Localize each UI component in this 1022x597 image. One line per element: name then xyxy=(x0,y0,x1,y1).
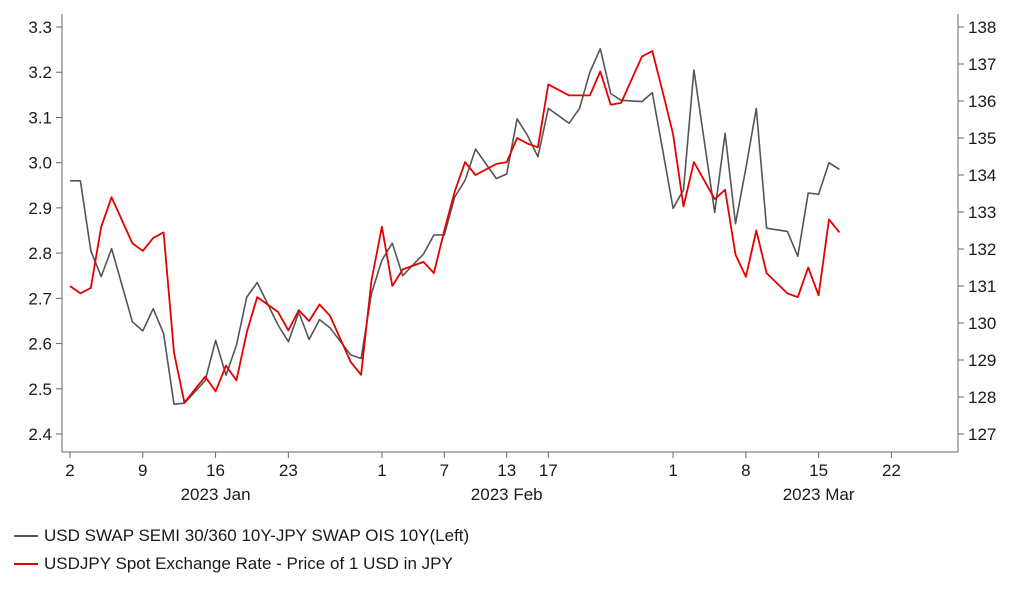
right-tick-label: 135 xyxy=(968,129,996,148)
left-tick-label: 2.6 xyxy=(28,335,52,354)
x-month-label: 2023 Jan xyxy=(181,485,251,504)
legend-item-usdjpy: USDJPY Spot Exchange Rate - Price of 1 U… xyxy=(14,550,469,578)
x-tick-label: 13 xyxy=(497,461,516,480)
left-tick-label: 3.3 xyxy=(28,18,52,37)
right-tick-label: 137 xyxy=(968,55,996,74)
x-tick-label: 8 xyxy=(741,461,750,480)
left-tick-label: 2.5 xyxy=(28,380,52,399)
axes-group: 2.42.52.62.72.82.93.03.13.23.31271281291… xyxy=(28,14,996,504)
left-tick-label: 2.9 xyxy=(28,199,52,218)
x-tick-label: 1 xyxy=(668,461,677,480)
right-tick-label: 138 xyxy=(968,18,996,37)
left-tick-label: 2.8 xyxy=(28,244,52,263)
x-tick-label: 7 xyxy=(440,461,449,480)
right-tick-label: 127 xyxy=(968,425,996,444)
right-tick-label: 131 xyxy=(968,277,996,296)
x-tick-label: 22 xyxy=(882,461,901,480)
right-tick-label: 128 xyxy=(968,388,996,407)
right-tick-label: 130 xyxy=(968,314,996,333)
dual-axis-line-chart: 2.42.52.62.72.82.93.03.13.23.31271281291… xyxy=(28,14,996,504)
x-tick-label: 16 xyxy=(206,461,225,480)
x-tick-label: 17 xyxy=(539,461,558,480)
series-line-usdjpy xyxy=(69,50,841,404)
x-month-label: 2023 Mar xyxy=(783,485,855,504)
series-group xyxy=(69,47,841,406)
left-tick-label: 3.2 xyxy=(28,63,52,82)
series-line-swap-spread xyxy=(70,47,840,406)
legend-label-usdjpy: USDJPY Spot Exchange Rate - Price of 1 U… xyxy=(44,554,453,573)
x-tick-label: 9 xyxy=(138,461,147,480)
x-tick-label: 15 xyxy=(809,461,828,480)
x-tick-label: 2 xyxy=(65,461,74,480)
x-tick-label: 23 xyxy=(279,461,298,480)
left-tick-label: 2.7 xyxy=(28,289,52,308)
right-tick-label: 136 xyxy=(968,92,996,111)
right-tick-label: 133 xyxy=(968,203,996,222)
legend: USD SWAP SEMI 30/360 10Y-JPY SWAP OIS 10… xyxy=(14,522,469,578)
left-tick-label: 3.0 xyxy=(28,154,52,173)
left-tick-label: 3.1 xyxy=(28,108,52,127)
x-month-label: 2023 Feb xyxy=(471,485,543,504)
legend-label-swap: USD SWAP SEMI 30/360 10Y-JPY SWAP OIS 10… xyxy=(44,526,470,545)
legend-swatch-swap xyxy=(14,535,38,537)
left-tick-label: 2.4 xyxy=(28,425,52,444)
right-tick-label: 129 xyxy=(968,351,996,370)
right-tick-label: 134 xyxy=(968,166,996,185)
right-tick-label: 132 xyxy=(968,240,996,259)
x-tick-label: 1 xyxy=(377,461,386,480)
legend-swatch-usdjpy xyxy=(14,563,38,565)
legend-item-swap: USD SWAP SEMI 30/360 10Y-JPY SWAP OIS 10… xyxy=(14,522,469,550)
